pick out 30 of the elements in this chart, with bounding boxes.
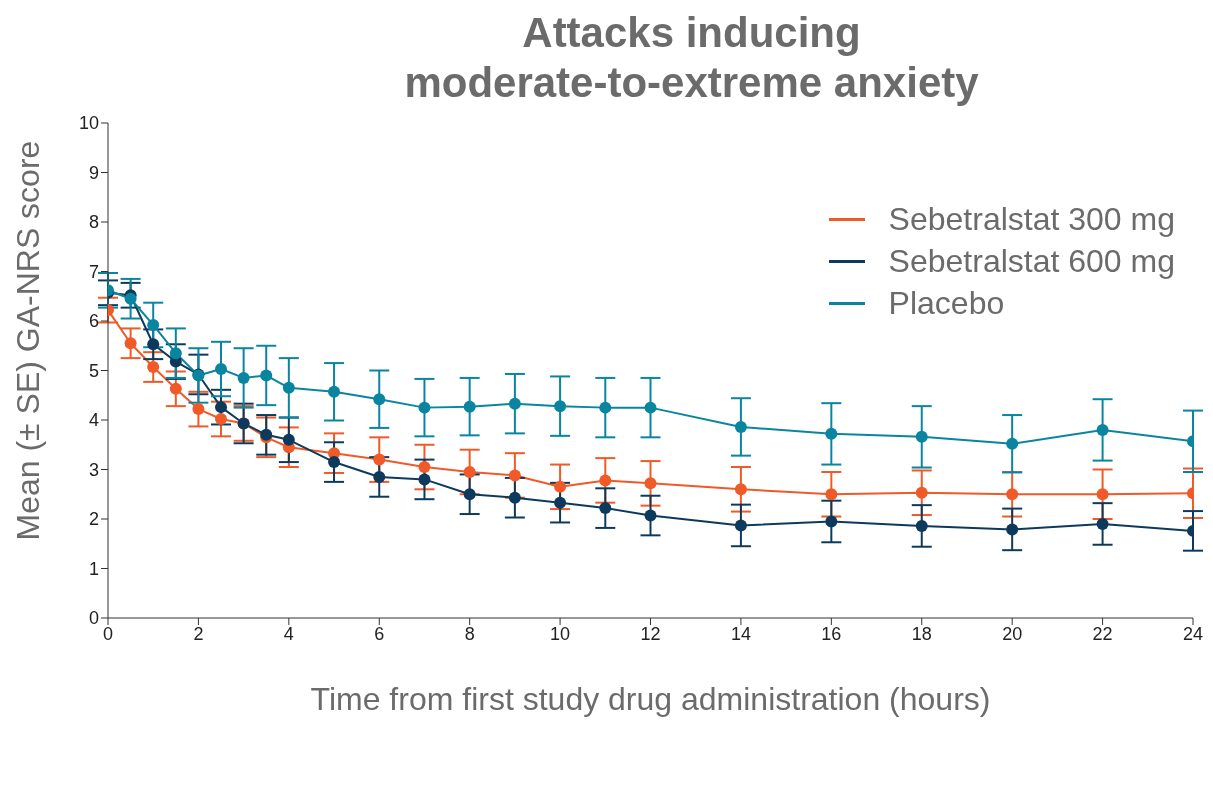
x-tick-label: 24	[1182, 623, 1204, 644]
x-tick-label: 12	[640, 623, 661, 644]
y-tick-label: 5	[88, 360, 99, 381]
x-axis-title: Time from first study drug administration (hours)	[310, 681, 991, 717]
x-tick-label: 18	[911, 623, 932, 644]
x-tick-label: 4	[283, 623, 294, 644]
y-tick-label: 10	[78, 113, 99, 134]
y-tick-label: 4	[88, 410, 99, 431]
x-tick-label: 6	[374, 623, 385, 644]
x-tick-label: 20	[1002, 623, 1023, 644]
y-tick-label: 1	[88, 558, 99, 579]
y-tick-label: 9	[88, 162, 99, 183]
y-tick-label: 6	[88, 311, 99, 332]
chart-title: Attacks inducing moderate-to-extreme anxiety	[403, 8, 980, 108]
x-tick-label: 8	[464, 623, 475, 644]
x-tick-label: 0	[102, 623, 114, 644]
x-tick-label: 16	[821, 623, 842, 644]
x-tick-label: 10	[550, 623, 571, 644]
y-tick-label: 3	[88, 459, 99, 480]
y-tick-label: 0	[88, 608, 99, 629]
x-tick-label: 2	[193, 623, 204, 644]
legend-label: Sebetralstat 300 mg	[888, 200, 1175, 239]
x-tick-label: 22	[1092, 623, 1113, 644]
y-tick-label: 8	[88, 212, 99, 233]
legend-label: Placebo	[888, 284, 1005, 323]
legend-label: Sebetralstat 600 mg	[888, 242, 1175, 281]
y-tick-label: 2	[88, 509, 99, 530]
y-axis-title: Mean (± SE) GA-NRS score	[10, 140, 47, 541]
y-tick-label: 7	[88, 261, 99, 282]
x-tick-label: 14	[730, 623, 751, 644]
